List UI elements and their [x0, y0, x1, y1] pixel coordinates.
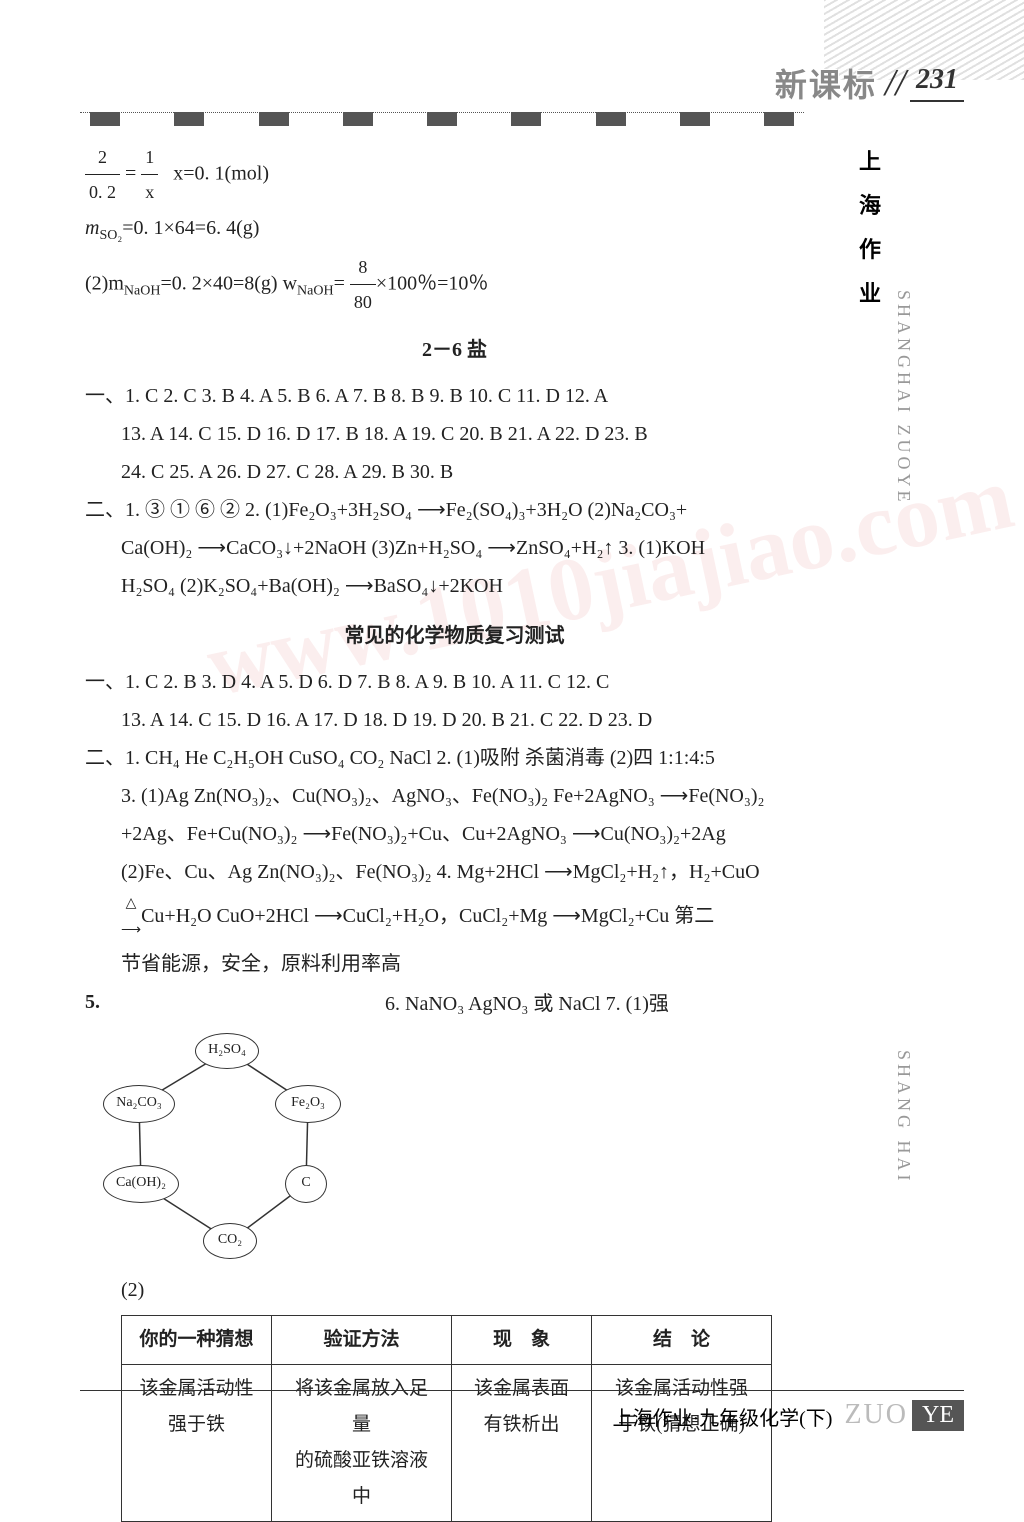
calc-rhs-1: x=0. 1(mol) [173, 162, 269, 184]
diagram-node-c: C [285, 1165, 327, 1203]
s1-row1: 一、1. C 2. C 3. B 4. A 5. B 6. A 7. B 8. … [85, 377, 824, 415]
table-cell: 将该金属放入足量的硫酸亚铁溶液中 [272, 1364, 452, 1521]
frac-2: 1 x [141, 140, 158, 209]
main-content: 2 0. 2 = 1 x x=0. 1(mol) mSO₂=0. 1×64=6.… [85, 140, 824, 1522]
q6-q7-line: 6. NaNO₃ AgNO₃ 或 NaCl 7. (1)强 [385, 985, 669, 1023]
table-cell: 该金属表面有铁析出 [452, 1364, 592, 1521]
table-header: 结 论 [592, 1315, 772, 1364]
frac-1: 2 0. 2 [85, 140, 120, 209]
s2-row8: 节省能源，安全，原料利用率高 [85, 945, 824, 983]
page-header: 新课标 // 231 [775, 60, 964, 106]
side-vertical-label: 上海作业 [856, 140, 884, 316]
table-header: 你的一种猜想 [122, 1315, 272, 1364]
section-title-1: 2－6 盐 [85, 331, 824, 369]
calc-line-1: 2 0. 2 = 1 x x=0. 1(mol) [85, 140, 824, 209]
s2-row2: 13. A 14. C 15. D 16. A 17. D 18. D 19. … [85, 701, 824, 739]
q5-label: 5. [85, 991, 100, 1013]
s1-row2: 13. A 14. C 15. D 16. D 17. B 18. A 19. … [85, 415, 824, 453]
s1-row4: 二、1. ③ ① ⑥ ② 2. (1)Fe₂O₃+3H₂SO₄ ⟶Fe₂(SO₄… [85, 491, 824, 529]
table-cell: 该金属活动性强于铁(猜想正确) [592, 1364, 772, 1521]
footer-zuo: ZUO [844, 1399, 908, 1431]
s1-row6: H₂SO₄ (2)K₂SO₄+Ba(OH)₂ ⟶BaSO₄↓+2KOH [85, 567, 824, 605]
s2-row5: +2Ag、Fe+Cu(NO₃)₂ ⟶Fe(NO₃)₂+Cu、Cu+2AgNO₃ … [85, 815, 824, 853]
s2-row6: (2)Fe、Cu、Ag Zn(NO₃)₂、Fe(NO₃)₂ 4. Mg+2HCl… [85, 853, 824, 891]
diagram-node-na2co3: Na₂CO₃ [103, 1085, 175, 1123]
page-number: 231 [910, 64, 964, 102]
diagram-node-co2: CO₂ [203, 1223, 257, 1259]
s1-row3: 24. C 25. A 26. D 27. C 28. A 29. B 30. … [85, 453, 824, 491]
diagram-node-caoh2: Ca(OH)₂ [103, 1165, 179, 1203]
footer-text: 上海作业·九年级化学(下) [612, 1402, 832, 1431]
s2-row4: 3. (1)Ag Zn(NO₃)₂、Cu(NO₃)₂、AgNO₃、Fe(NO₃)… [85, 777, 824, 815]
calc-line-2: mSO₂=0. 1×64=6. 4(g) [85, 209, 824, 250]
s2-row1: 一、1. C 2. B 3. D 4. A 5. D 6. D 7. B 8. … [85, 663, 824, 701]
decor-bar [80, 112, 804, 124]
frac-3: 8 80 [350, 250, 376, 319]
s1-row5: Ca(OH)₂ ⟶CaCO₃↓+2NaOH (3)Zn+H₂SO₄ ⟶ZnSO₄… [85, 529, 824, 567]
table-header: 验证方法 [272, 1315, 452, 1364]
footer-ye: YE [912, 1400, 964, 1431]
side-pinyin-1: SHANGHAI ZUOYE [890, 290, 914, 506]
diagram-node-fe2o3: Fe₂O₃ [275, 1085, 341, 1123]
slash-decor: // [885, 61, 906, 105]
calc-line-3: (2)mNaOH=0. 2×40=8(g) wNaOH= 8 80 ×100％=… [85, 250, 824, 319]
section-title-2: 常见的化学物质复习测试 [85, 617, 824, 655]
s2-row7: △⟶ Cu+H₂O CuO+2HCl ⟶CuCl₂+H₂O，CuCl₂+Mg ⟶… [85, 891, 824, 944]
side-pinyin-2: SHANG HAI [890, 1050, 914, 1185]
table-cell: 该金属活动性强于铁 [122, 1364, 272, 1521]
q7-sub: (2) [85, 1271, 824, 1309]
diagram-q5: H₂SO₄ Na₂CO₃ Fe₂O₃ Ca(OH)₂ C CO₂ [85, 1025, 345, 1265]
diagram-node-h2so4: H₂SO₄ [195, 1033, 259, 1069]
table-header: 现 象 [452, 1315, 592, 1364]
s2-row3: 二、1. CH₄ He C₂H₅OH CuSO₄ CO₂ NaCl 2. (1)… [85, 739, 824, 777]
page-footer: 上海作业·九年级化学(下) ZUO YE [80, 1390, 964, 1431]
brand-title: 新课标 [775, 60, 877, 106]
